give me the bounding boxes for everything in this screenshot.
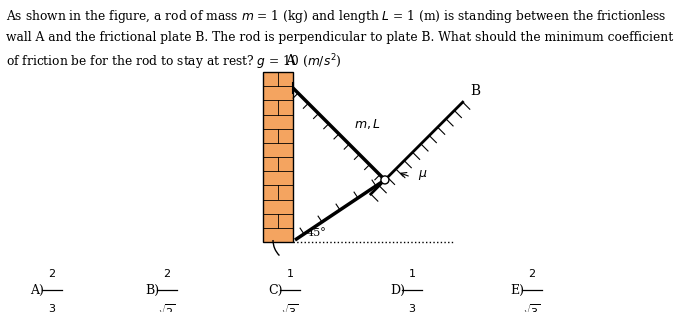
Bar [263, 72, 293, 242]
Text: $2$: $2$ [48, 267, 56, 279]
Circle shape [381, 176, 389, 184]
Text: $2$: $2$ [163, 267, 171, 279]
Text: $\sqrt{3}$: $\sqrt{3}$ [523, 302, 541, 312]
Text: $1$: $1$ [408, 267, 416, 279]
Text: $\sqrt{2}$: $\sqrt{2}$ [158, 302, 176, 312]
Text: $m, L$: $m, L$ [354, 117, 381, 131]
Text: As shown in the figure, a rod of mass $m$ = 1 (kg) and length $L$ = 1 (m) is sta: As shown in the figure, a rod of mass $m… [6, 8, 673, 72]
Text: B: B [470, 84, 481, 98]
Text: D): D) [390, 284, 405, 296]
Text: $3$: $3$ [48, 302, 56, 312]
Text: $\sqrt{3}$: $\sqrt{3}$ [281, 302, 299, 312]
Text: $3$: $3$ [408, 302, 416, 312]
Text: C): C) [268, 284, 282, 296]
Text: $\mu$: $\mu$ [418, 168, 427, 182]
Text: A): A) [30, 284, 44, 296]
Text: 45°: 45° [307, 228, 327, 238]
Text: A: A [285, 54, 295, 68]
Text: E): E) [510, 284, 524, 296]
Text: $2$: $2$ [528, 267, 536, 279]
Text: $1$: $1$ [286, 267, 294, 279]
Text: B): B) [145, 284, 159, 296]
